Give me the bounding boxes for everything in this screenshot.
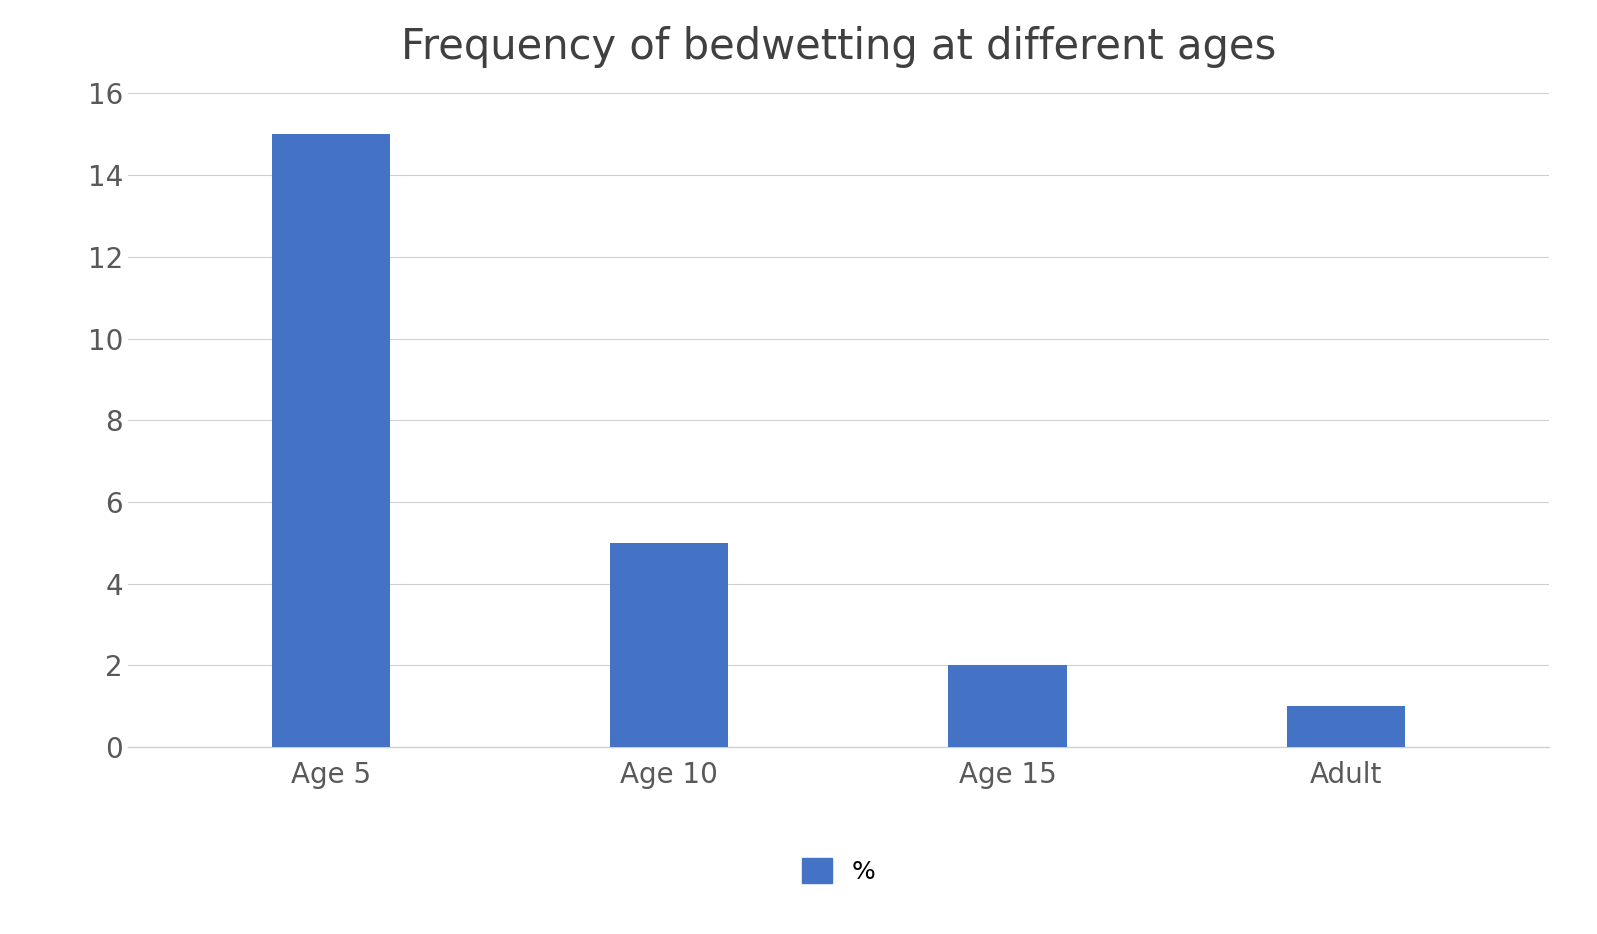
Bar [271,134,390,747]
Bar [610,543,728,747]
Title: Frequency of bedwetting at different ages: Frequency of bedwetting at different age… [401,25,1276,67]
Legend: %: % [802,857,875,884]
Bar [1287,706,1405,747]
Bar [949,665,1067,747]
